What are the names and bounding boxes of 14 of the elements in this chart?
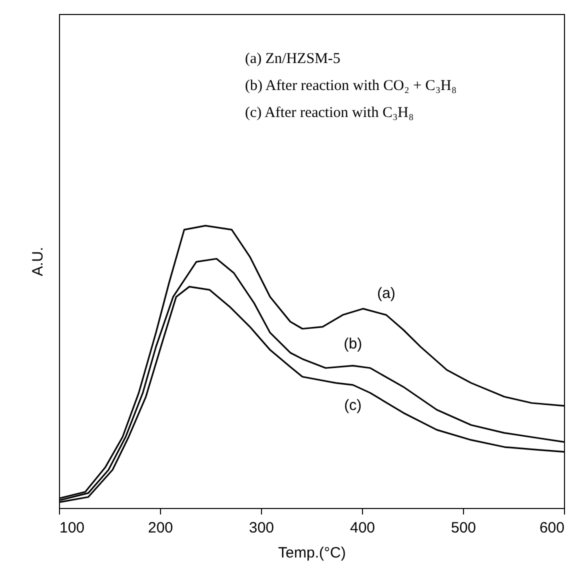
text: (b) After reaction with CO₂ + C₃H₈	[245, 78, 457, 94]
y-axis-title: A.U.	[30, 246, 46, 276]
series-label: (a)	[377, 284, 396, 302]
x-axis-title: Temp.(°C)	[278, 544, 346, 562]
x-tick-label: 200	[148, 520, 174, 536]
text: (c) After reaction with C₃H₈	[245, 105, 414, 121]
series-label: (b)	[344, 336, 362, 353]
x-tick-label: 300	[248, 520, 274, 536]
x-tick-label: 600	[539, 520, 564, 536]
text: (a) Zn/HZSM-5	[245, 51, 340, 67]
x-tick-label: 500	[450, 520, 476, 536]
series-label: (c)	[344, 396, 362, 414]
x-tick-label: 400	[350, 520, 376, 536]
x-tick-label: 100	[60, 520, 85, 536]
